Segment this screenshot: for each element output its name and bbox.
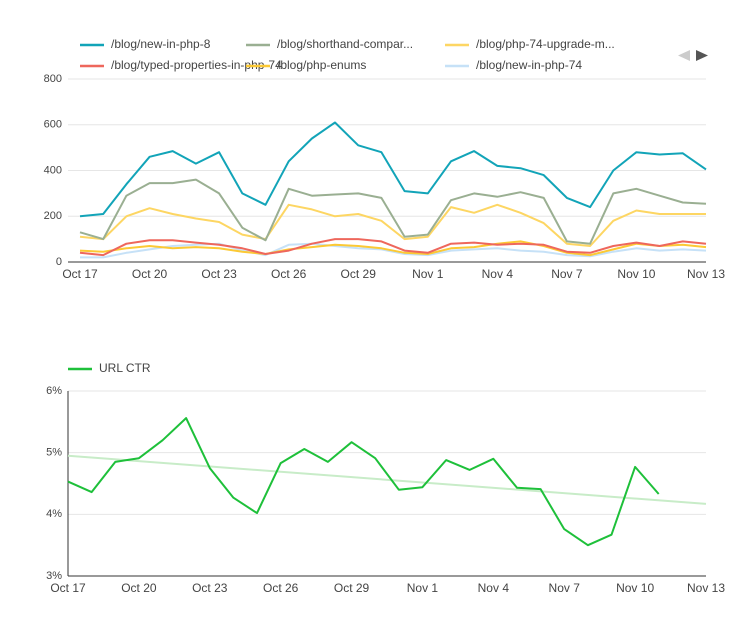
x-tick-label: Oct 17 [50,581,86,595]
x-tick-label: Nov 13 [687,267,725,281]
x-tick-label: Oct 23 [192,581,228,595]
series-line [79,203,706,247]
legend-label: /blog/typed-properties-in-php-74 [111,58,282,72]
series-line [79,240,707,257]
x-tick-label: Nov 10 [616,581,654,595]
legend-label: /blog/new-in-php-74 [476,58,582,72]
series-line [80,242,707,259]
x-tick-label: Oct 26 [263,581,299,595]
series-line [67,417,660,547]
x-tick-label: Oct 29 [341,267,377,281]
legend-label: /blog/php-74-upgrade-m... [476,37,615,51]
x-tick-label: Nov 1 [412,267,444,281]
x-tick-label: Nov 7 [549,581,581,595]
trend-line [67,454,707,505]
y-tick-label: 5% [46,447,62,459]
series-line [79,238,707,257]
x-tick-label: Oct 26 [271,267,307,281]
legend-label: /blog/php-enums [277,58,366,72]
y-tick-label: 400 [44,164,62,176]
x-tick-label: Nov 4 [478,581,510,595]
legend-label: URL CTR [99,361,151,375]
x-tick-label: Nov 1 [407,581,439,595]
series-line [79,121,707,218]
y-tick-label: 800 [44,73,62,85]
x-tick-label: Oct 20 [132,267,168,281]
legend-prev[interactable] [678,50,690,61]
x-tick-label: Nov 7 [551,267,583,281]
series-line [79,178,707,245]
y-tick-label: 3% [46,570,62,582]
legend-label: /blog/new-in-php-8 [111,37,211,51]
x-tick-label: Oct 17 [62,267,98,281]
x-tick-label: Oct 20 [121,581,157,595]
legend-next[interactable] [696,50,708,61]
legend-label: /blog/shorthand-compar... [277,37,413,51]
x-tick-label: Nov 10 [617,267,655,281]
x-tick-label: Nov 13 [687,581,725,595]
y-tick-label: 4% [46,508,62,520]
y-tick-label: 0 [56,256,62,268]
y-tick-label: 200 [44,210,62,222]
x-tick-label: Oct 29 [334,581,370,595]
y-tick-label: 600 [44,119,62,131]
x-tick-label: Oct 23 [201,267,237,281]
x-tick-label: Nov 4 [482,267,514,281]
y-tick-label: 6% [46,385,62,397]
